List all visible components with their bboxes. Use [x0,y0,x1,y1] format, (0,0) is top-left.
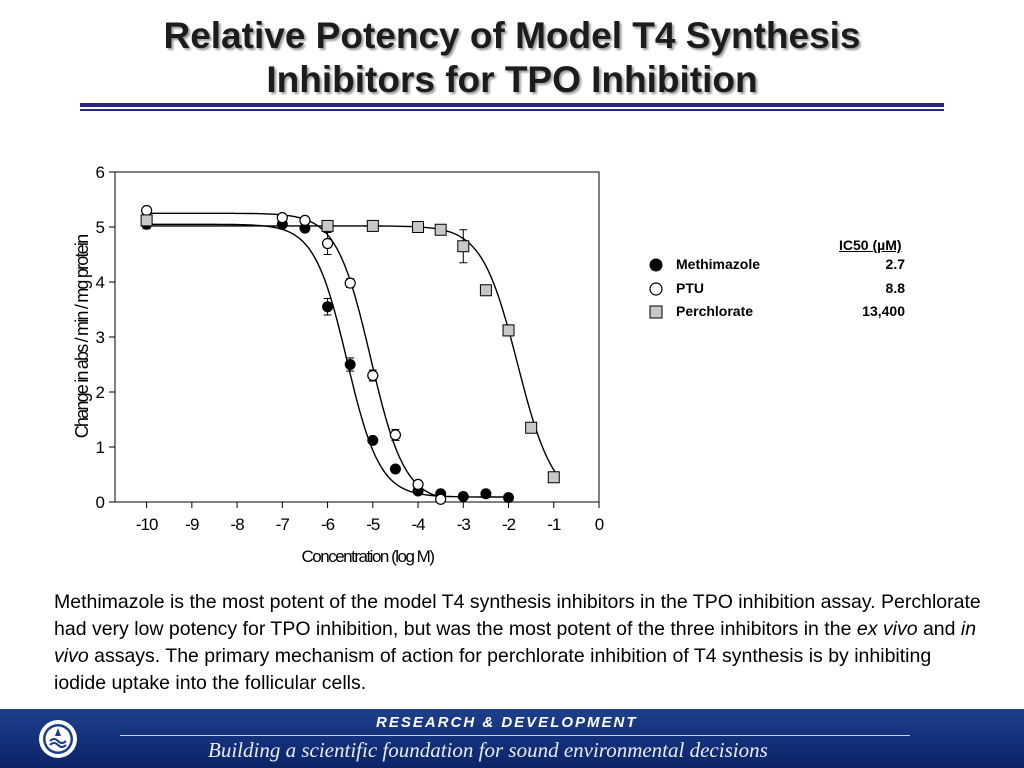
data-point-methimazole [322,301,334,313]
data-point-perchlorate [502,324,515,337]
legend-row-methimazole: Methimazole 2.7 [645,255,925,275]
y-tick-label: 3 [96,328,105,347]
x-tick-label: -1 [547,515,561,534]
y-tick-label: 5 [96,218,105,237]
legend-ic50-header: IC50 (µM) [839,237,902,253]
x-tick-label: 0 [595,515,604,534]
y-tick-label: 6 [96,163,105,182]
open-circle-icon [649,282,663,296]
legend-name: Perchlorate [676,303,754,319]
data-point-perchlorate [457,240,470,253]
fit-curve-methimazole [146,223,511,498]
data-point-ptu [321,237,334,250]
data-point-ptu [276,212,288,224]
y-axis-label: Change in abs / min / mg protein [72,235,92,438]
data-point-methimazole [389,463,401,475]
data-point-ptu [412,478,424,490]
description-text-3: assays. The primary mechanism of action … [54,645,932,694]
title-divider-thin [80,109,944,111]
y-tick-label: 1 [96,438,105,457]
title-divider-thick [80,103,944,107]
x-axis-label: Concentration (log M) [302,547,435,566]
data-point-perchlorate [321,219,334,232]
x-tick-label: -2 [502,515,516,534]
legend-row-ptu: PTU 8.8 [645,279,925,299]
legend-ic50-value: 2.7 [885,256,905,272]
x-tick-label: -10 [136,515,158,534]
legend-name: PTU [676,280,704,296]
legend-ic50-value: 13,400 [862,303,905,319]
data-point-ptu [141,204,153,217]
filled-circle-icon [649,258,663,272]
data-point-methimazole [457,491,469,502]
footer-banner: RESEARCH & DEVELOPMENT Building a scient… [0,709,1024,768]
x-tick-label: -6 [321,515,335,534]
data-point-perchlorate [547,471,560,484]
data-point-perchlorate [525,421,538,434]
description-paragraph: Methimazole is the most potent of the mo… [54,589,984,697]
data-point-methimazole [344,359,356,370]
fit-curve-ptu [146,212,444,499]
y-tick-label: 4 [96,273,105,292]
y-tick-label: 2 [96,383,105,402]
legend-row-perchlorate: Perchlorate 13,400 [645,302,925,322]
data-point-perchlorate [140,214,153,227]
description-italic-in-vivo: in vivo [54,618,977,667]
data-point-perchlorate [434,223,447,236]
slide-title: Relative Potency of Model T4 Synthesis I… [0,14,1024,102]
legend-ic50-value: 8.8 [885,280,905,296]
slide-title-line-1: Relative Potency of Model T4 Synthesis [163,15,861,56]
x-tick-label: -5 [366,515,380,534]
footer-section-label: RESEARCH & DEVELOPMENT [376,714,638,731]
fit-curve-perchlorate [146,225,557,474]
description-text-1: Methimazole is the most potent of the mo… [54,591,981,640]
epa-seal-icon [39,720,77,758]
slide-title-line-2: Inhibitors for TPO Inhibition [266,59,758,100]
plot-frame [114,171,600,503]
data-point-ptu [435,493,447,505]
data-point-ptu [344,277,356,289]
data-point-methimazole [480,488,492,500]
data-point-methimazole [367,434,379,446]
data-point-methimazole [503,492,515,504]
x-tick-label: -4 [411,515,425,534]
data-point-perchlorate [479,284,492,297]
gray-square-icon [649,305,663,319]
data-point-perchlorate [412,221,425,233]
x-tick-label: -9 [185,515,199,534]
data-point-perchlorate [366,219,379,232]
y-tick-label: 0 [96,493,105,512]
description-text-2: and [917,618,961,640]
data-point-methimazole [299,222,311,234]
data-point-ptu [389,429,402,441]
data-point-ptu [299,214,311,227]
footer-tagline: Building a scientific foundation for sou… [208,738,768,762]
x-tick-label: -3 [457,515,471,534]
legend-name: Methimazole [676,256,761,272]
x-tick-label: -7 [276,515,290,534]
footer-divider [120,735,910,736]
x-tick-label: -8 [231,515,245,534]
description-italic-ex-vivo: ex vivo [856,618,918,640]
data-point-ptu [367,369,379,382]
